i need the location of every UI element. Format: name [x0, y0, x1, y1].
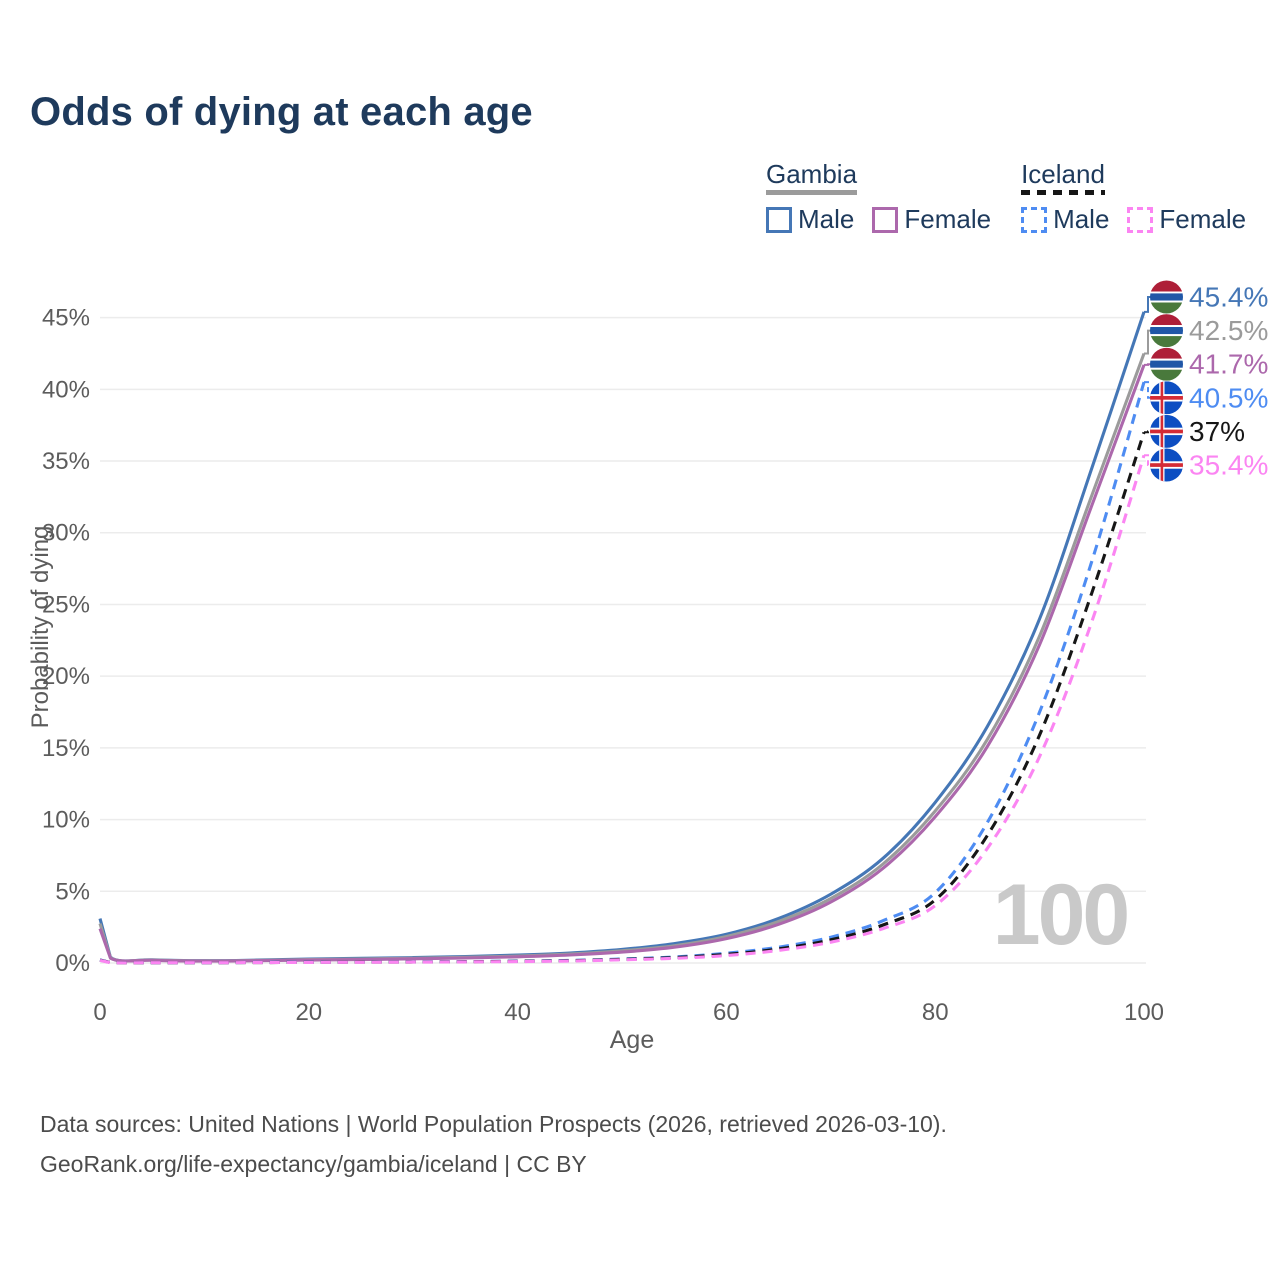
series-line-iceland-male — [99, 381, 1146, 965]
legend-toggle-gambia-female[interactable]: Female — [872, 204, 991, 235]
iceland-flag-icon — [1150, 414, 1183, 448]
y-tick-label: 40% — [42, 376, 90, 403]
legend-item-label: Female — [1159, 204, 1247, 234]
x-tick-label: 40 — [504, 999, 531, 1026]
series-line-gambia-male — [98, 311, 1146, 963]
footer: Data sources: United Nations | World Pop… — [40, 1104, 947, 1184]
legend-toggle-gambia-male[interactable]: Male — [766, 204, 854, 235]
y-tick-label: 0% — [55, 950, 90, 977]
series-line-iceland-female — [99, 454, 1146, 965]
legend-group-iceland: Iceland Male Female — [1021, 160, 1246, 235]
legend-items-gambia: Male Female — [766, 204, 991, 235]
y-axis-title: Probability of dying — [27, 526, 54, 729]
age-indicator-watermark: 100 — [993, 867, 1128, 963]
checkbox-gambia-female[interactable] — [872, 206, 899, 233]
legend-country-label-iceland: Iceland — [1021, 159, 1105, 189]
footer-data-sources: Data sources: United Nations | World Pop… — [40, 1111, 947, 1137]
gambia-flag-icon — [1150, 347, 1183, 381]
gambia-flag-icon — [1150, 314, 1183, 348]
end-label-leader — [1144, 454, 1152, 466]
end-value-label-iceland: 37% — [1189, 416, 1245, 447]
legend-linestyle-sample-gambia — [766, 190, 858, 195]
end-value-label-gambia-female: 41.7% — [1189, 349, 1268, 380]
y-tick-label: 15% — [42, 735, 90, 762]
legend-header-gambia: Gambia — [766, 159, 858, 195]
y-tick-label: 25% — [42, 591, 90, 618]
legend-country-label-gambia: Gambia — [766, 159, 858, 189]
x-tick-label: 0 — [93, 999, 106, 1026]
iceland-flag-icon — [1150, 381, 1183, 415]
x-tick-label: 80 — [922, 999, 949, 1026]
end-value-label-iceland-female: 35.4% — [1189, 450, 1268, 481]
series-line-gambia-female — [98, 364, 1146, 963]
iceland-flag-icon — [1150, 448, 1183, 482]
legend-toggle-iceland-female[interactable]: Female — [1127, 204, 1246, 235]
checkbox-iceland-female[interactable] — [1127, 206, 1154, 233]
x-tick-label: 100 — [1124, 999, 1164, 1026]
legend-linestyle-sample-iceland — [1021, 190, 1105, 195]
legend-group-gambia: Gambia Male Female — [766, 160, 991, 235]
y-tick-label: 35% — [42, 448, 90, 475]
end-value-label-gambia: 42.5% — [1189, 315, 1268, 346]
checkbox-gambia-male[interactable] — [766, 206, 792, 233]
legend-item-label: Male — [1053, 204, 1110, 234]
y-tick-label: 5% — [55, 878, 90, 905]
legend: Gambia Male Female Iceland — [766, 160, 1246, 235]
page-title: Odds of dying at each age — [30, 90, 533, 134]
y-tick-label: 10% — [42, 807, 90, 834]
y-tick-label: 45% — [42, 305, 90, 332]
x-tick-label: 20 — [295, 999, 322, 1026]
footer-attribution: GeoRank.org/life-expectancy/gambia/icela… — [40, 1151, 587, 1177]
end-value-label-gambia-male: 45.4% — [1189, 282, 1268, 313]
end-label-leader — [1144, 430, 1152, 434]
series-line-gambia — [98, 352, 1146, 963]
legend-item-label: Male — [798, 204, 855, 234]
series-line-iceland — [99, 431, 1146, 965]
legend-item-label: Female — [904, 204, 992, 234]
end-value-label-iceland-male: 40.5% — [1189, 382, 1268, 413]
y-tick-label: 20% — [42, 663, 90, 690]
y-tick-label: 30% — [42, 520, 90, 547]
gambia-flag-icon — [1150, 280, 1183, 314]
x-tick-label: 60 — [713, 999, 740, 1026]
checkbox-iceland-male[interactable] — [1021, 206, 1048, 233]
legend-items-iceland: Male Female — [1021, 204, 1246, 235]
legend-header-iceland: Iceland — [1021, 160, 1105, 195]
x-axis-title: Age — [610, 1026, 654, 1054]
legend-toggle-iceland-male[interactable]: Male — [1021, 204, 1109, 235]
